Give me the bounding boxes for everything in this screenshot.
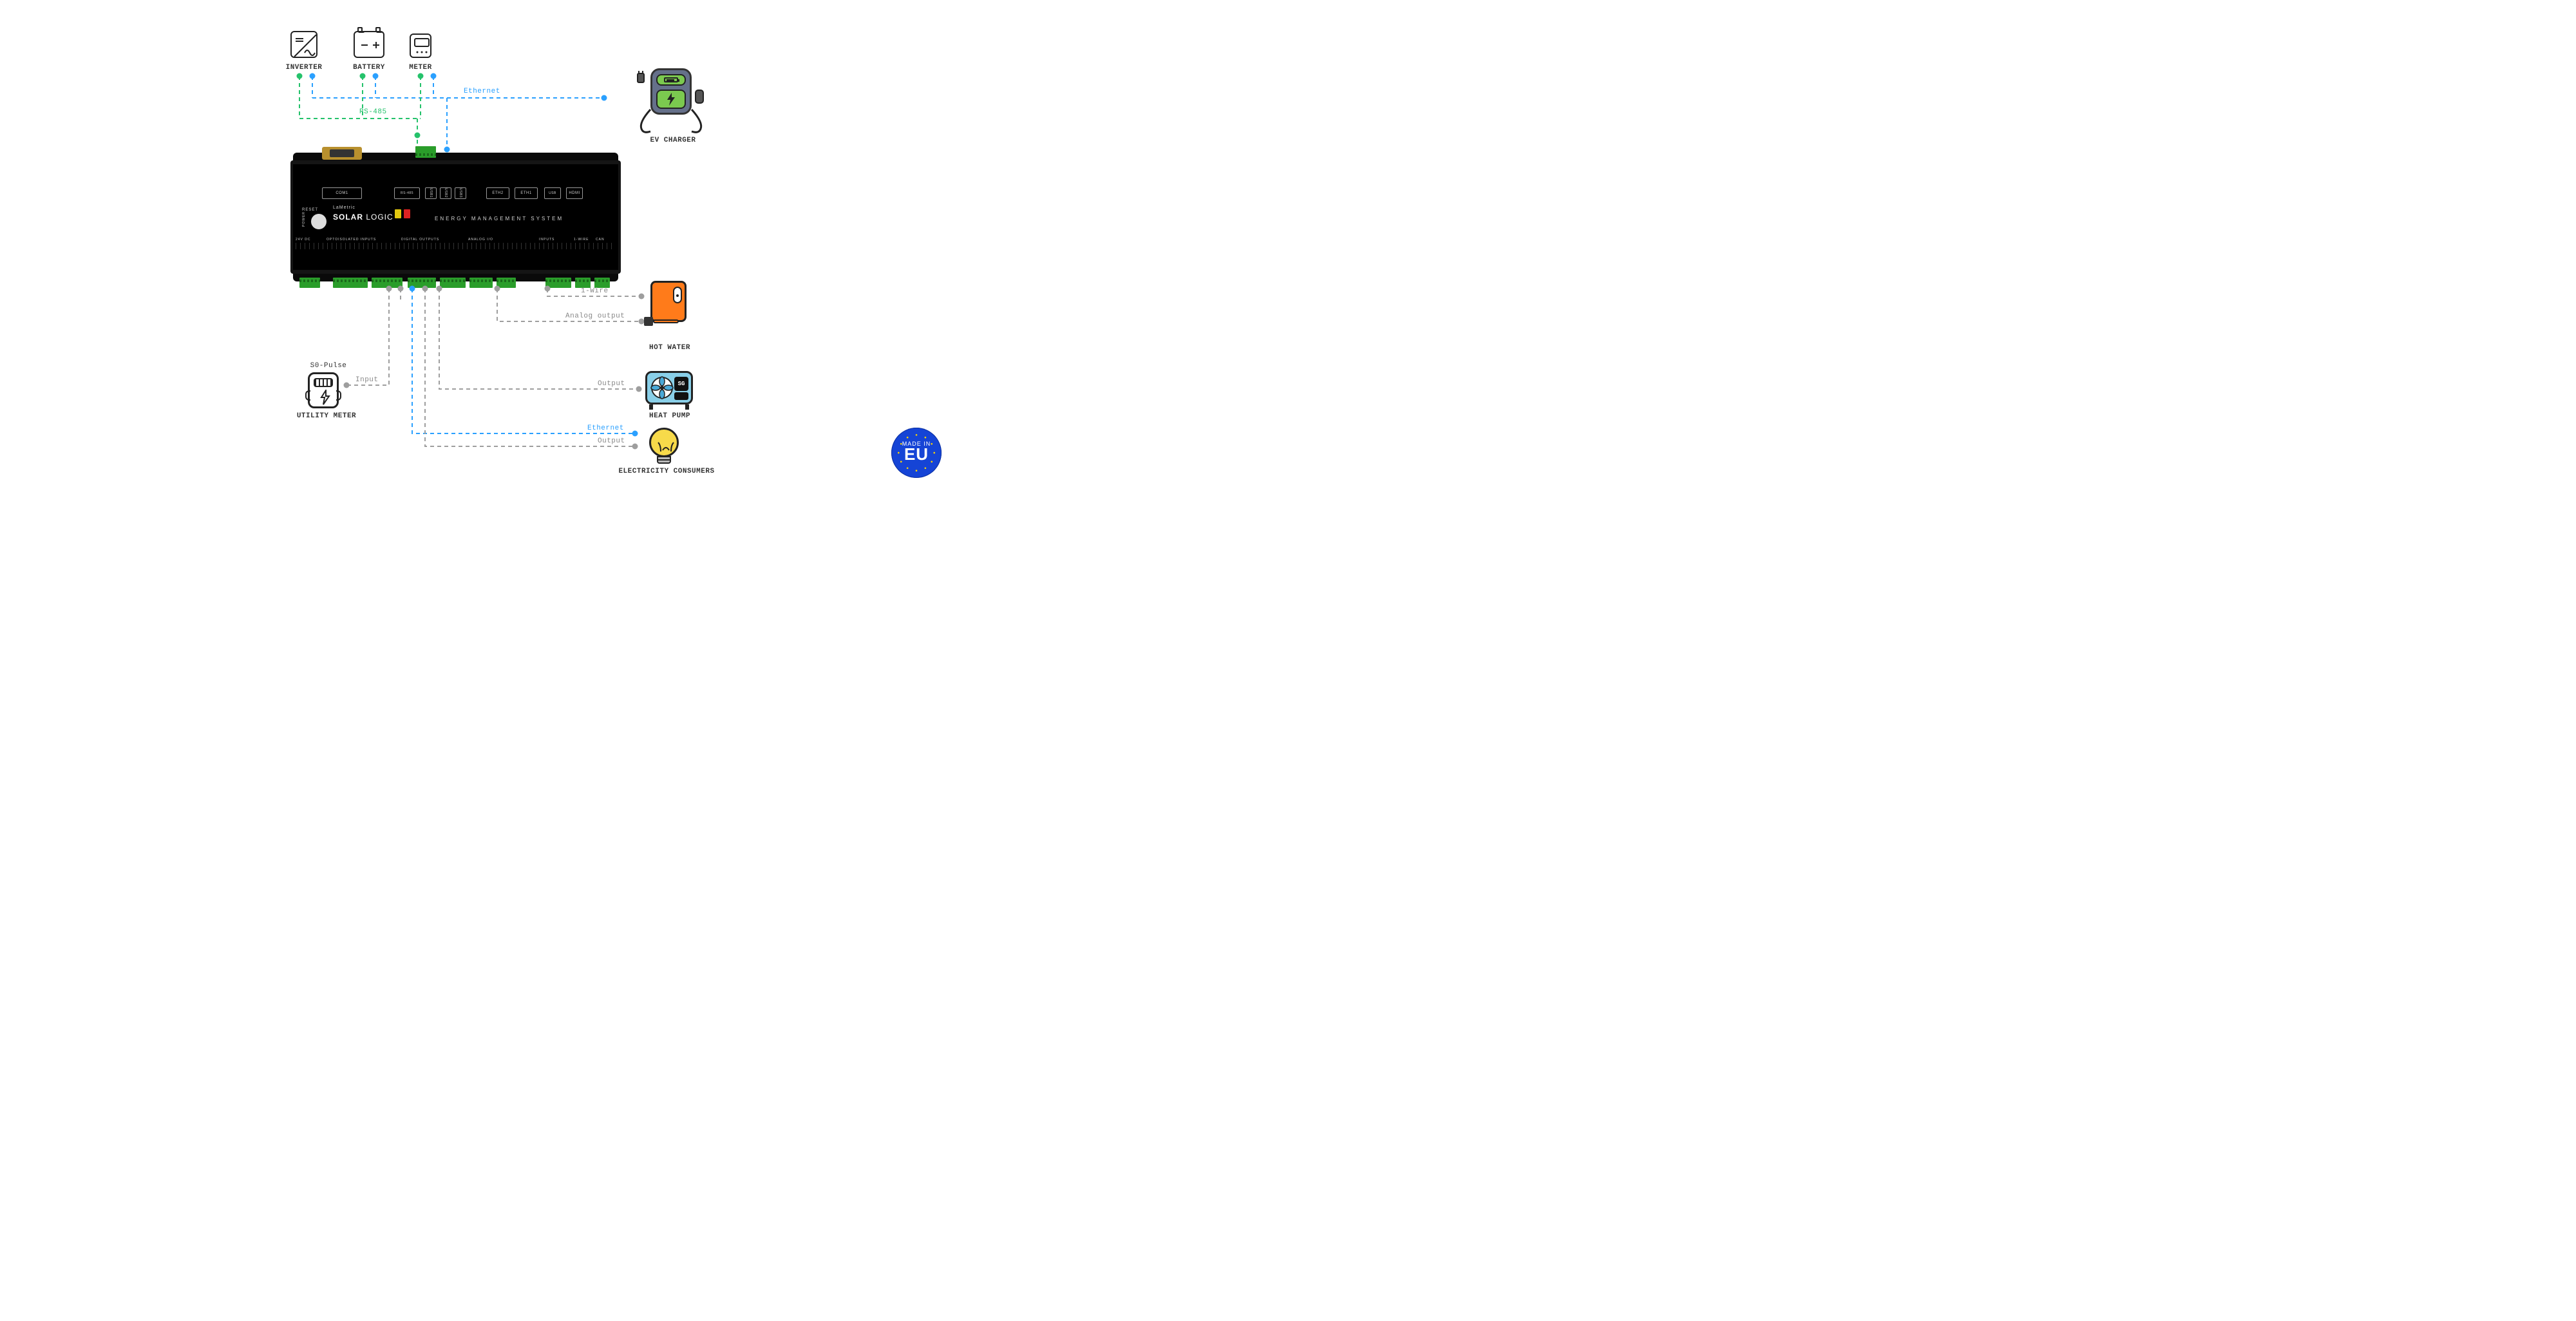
led-hdd xyxy=(404,209,410,218)
bulb-base xyxy=(657,456,671,464)
center-text: ENERGY MANAGEMENT SYSTEM xyxy=(435,216,564,222)
rs485-label: RS-485 xyxy=(359,108,387,116)
product-label: SOLAR LOGIC xyxy=(333,213,393,222)
port-usb1: USB1 xyxy=(425,187,437,199)
lbl-can: CAN xyxy=(596,238,611,242)
inverter-icon xyxy=(290,31,317,58)
hp-readout xyxy=(674,392,688,400)
consumers-label: ELECTRICITY CONSUMERS xyxy=(618,468,715,475)
port-usb2: USB2 xyxy=(440,187,451,199)
hot-water-icon xyxy=(650,281,687,322)
meter-ear xyxy=(336,390,341,401)
terminal xyxy=(440,278,466,288)
hp-foot xyxy=(685,404,689,410)
sg-ready-badge: SG xyxy=(674,377,688,391)
port-usb-device: USB xyxy=(544,187,561,199)
power-label: POWER xyxy=(302,211,306,227)
power-button[interactable] xyxy=(311,214,327,229)
lbl-inputs: INPUTS xyxy=(539,238,571,242)
battery-terminal xyxy=(375,27,381,31)
ev-label: EV CHARGER xyxy=(644,137,702,144)
port-rs485: RS-485 xyxy=(394,187,420,199)
battery-icon xyxy=(354,31,384,58)
port-eth1: ETH1 xyxy=(515,187,538,199)
immersion-plug xyxy=(644,317,653,326)
battery-terminal xyxy=(357,27,363,31)
hp-foot xyxy=(649,404,653,410)
meter-label: METER xyxy=(403,64,438,71)
terminal xyxy=(372,278,402,288)
led-usb xyxy=(395,209,401,218)
lbl-24v: 24V DC xyxy=(296,238,319,242)
heat-pump-label: HEAT PUMP xyxy=(644,412,696,420)
terminal xyxy=(594,278,610,288)
port-com1: COM1 xyxy=(322,187,362,199)
port-hdmi: HDMI xyxy=(566,187,583,199)
output-c-label: Output xyxy=(598,437,625,445)
eth-c-label: Ethernet xyxy=(587,424,624,432)
top-terminal xyxy=(415,146,436,158)
bulb-icon xyxy=(649,428,679,457)
utility-meter-icon xyxy=(308,372,339,408)
meter-icon xyxy=(410,33,431,58)
db9-port xyxy=(322,147,362,160)
terminal xyxy=(333,278,368,288)
hot-water-label: HOT WATER xyxy=(644,344,696,352)
heat-pump-icon: SG xyxy=(645,371,693,404)
onewire-label: 1-Wire xyxy=(581,287,609,295)
inverter-label: INVERTER xyxy=(278,64,330,71)
lbl-digout: DIGITAL OUTPUTS xyxy=(401,238,463,242)
terminal xyxy=(469,278,493,288)
terminal xyxy=(575,278,591,288)
brand-label: LaMetric xyxy=(333,205,355,210)
port-eth2: ETH2 xyxy=(486,187,509,199)
input-label: Input xyxy=(355,376,379,384)
terminal xyxy=(408,278,436,288)
analog-label: Analog output xyxy=(565,312,625,320)
tick-row xyxy=(296,243,616,249)
eu-badge: MADE IN EU xyxy=(891,428,942,478)
battery-label: BATTERY xyxy=(347,64,391,71)
lbl-analog: ANALOG I/O xyxy=(468,238,513,242)
ev-charger-icon xyxy=(650,68,692,115)
terminal xyxy=(497,278,516,288)
terminal xyxy=(299,278,320,288)
meter-ear xyxy=(305,390,310,401)
terminal xyxy=(545,278,571,288)
lbl-opto: OPTOISOLATED INPUTS xyxy=(327,238,397,242)
ethernet-label: Ethernet xyxy=(464,88,500,95)
port-usb3: USB3 xyxy=(455,187,466,199)
lbl-1wire: 1-WIRE xyxy=(574,238,593,242)
output-hp-label: Output xyxy=(598,380,625,388)
immersion-heater xyxy=(653,319,679,323)
s0-label: S0-Pulse xyxy=(303,362,354,370)
utility-meter-label: UTILITY METER xyxy=(291,412,362,420)
controller-unit: RESET POWER LaMetric SOLAR LOGIC ENERGY … xyxy=(293,153,618,281)
